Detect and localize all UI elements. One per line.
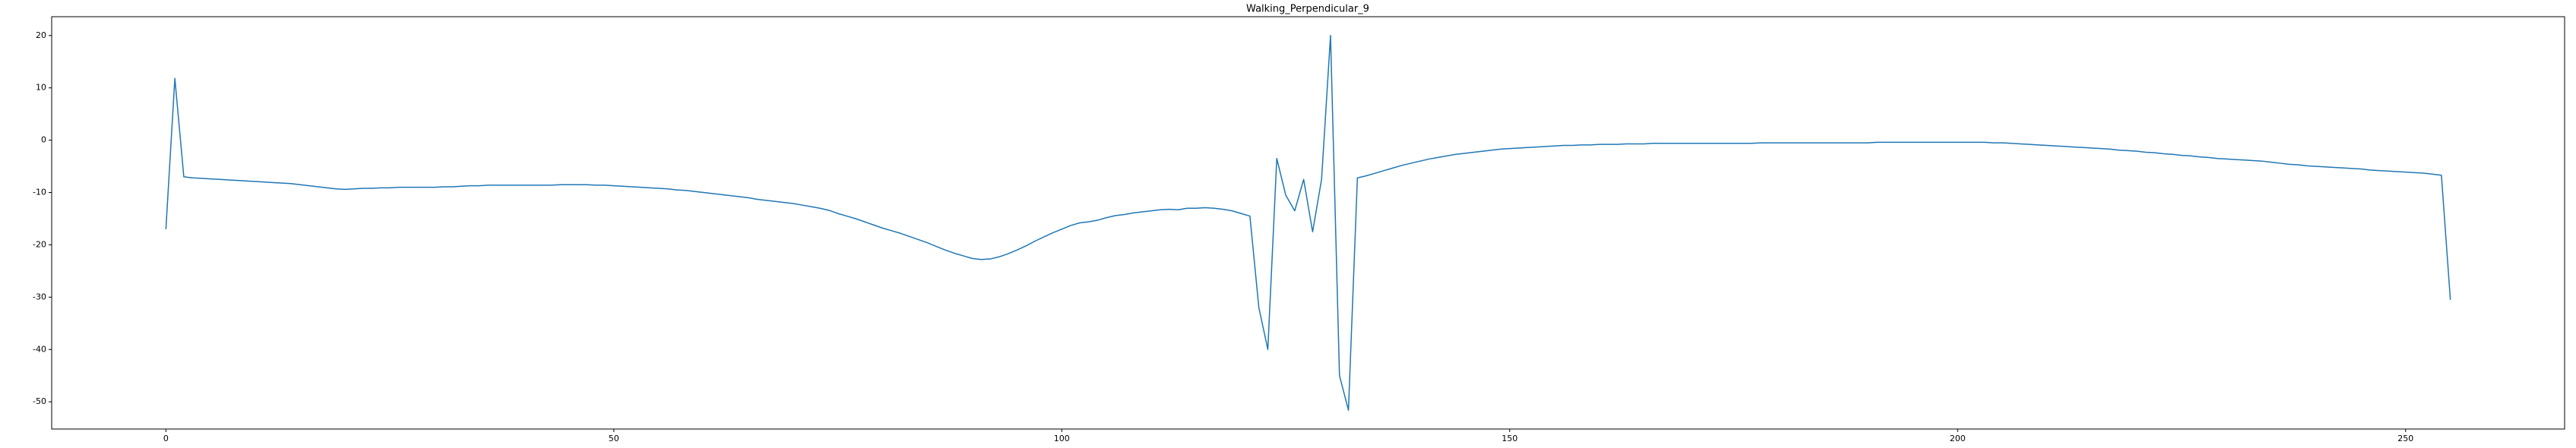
x-tick-label: 200 <box>1950 434 1966 443</box>
x-tick-label: 0 <box>163 434 169 443</box>
y-tick-label: -50 <box>33 396 46 406</box>
y-tick-label: -20 <box>33 239 46 249</box>
data-line <box>165 35 2451 411</box>
y-tick-label: 0 <box>41 135 46 145</box>
x-tick-label: 100 <box>1054 434 1070 443</box>
y-tick-label: 10 <box>36 83 46 93</box>
y-tick-label: -30 <box>33 292 46 301</box>
plot-frame <box>51 16 2565 430</box>
y-tick-label: -40 <box>33 344 46 354</box>
x-tick-label: 50 <box>609 434 619 443</box>
y-tick-label: 20 <box>36 30 46 40</box>
x-tick-label: 150 <box>1502 434 1517 443</box>
x-tick-label: 250 <box>2397 434 2413 443</box>
y-tick-label: -10 <box>33 188 46 197</box>
chart-title: Walking_Perpendicular_9 <box>1246 4 1369 15</box>
